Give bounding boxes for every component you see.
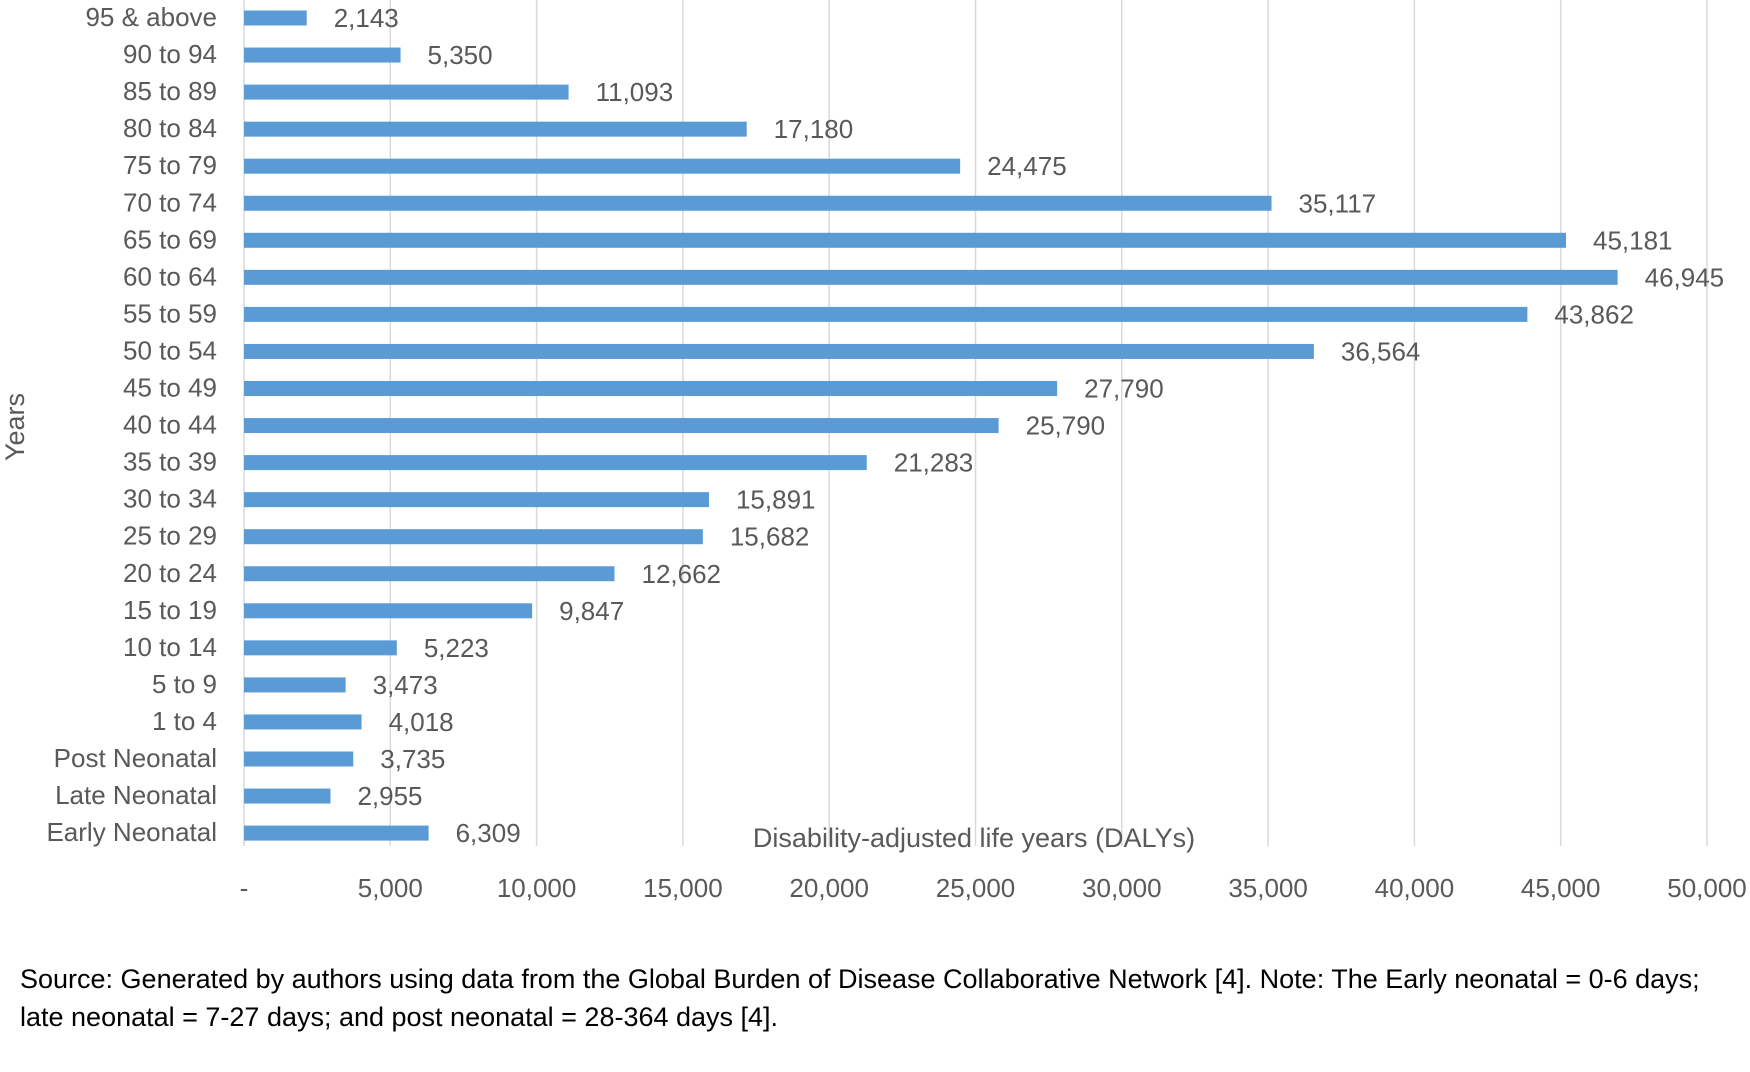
bar bbox=[244, 529, 703, 545]
category-label: 75 to 79 bbox=[123, 150, 217, 180]
bar bbox=[244, 158, 961, 174]
bar bbox=[244, 47, 401, 63]
data-label: 36,564 bbox=[1341, 336, 1421, 366]
category-label: 45 to 49 bbox=[123, 373, 217, 403]
bars bbox=[244, 10, 1618, 841]
bar bbox=[244, 232, 1566, 248]
x-tick-label: 5,000 bbox=[358, 873, 423, 903]
x-tick-label: 10,000 bbox=[497, 873, 577, 903]
data-label: 3,473 bbox=[373, 670, 438, 700]
category-label: 10 to 14 bbox=[123, 632, 217, 662]
category-label: 85 to 89 bbox=[123, 76, 217, 106]
bar bbox=[244, 195, 1272, 211]
bar bbox=[244, 455, 867, 471]
category-label: 60 to 64 bbox=[123, 261, 217, 291]
data-label: 6,309 bbox=[456, 818, 521, 848]
data-label: 21,283 bbox=[894, 448, 974, 478]
category-axis-labels: 95 & above 90 to 94 85 to 89 80 to 84 75 to … bbox=[46, 2, 217, 847]
bar bbox=[244, 640, 397, 656]
x-tick-label: 25,000 bbox=[936, 873, 1016, 903]
data-label: 35,117 bbox=[1299, 188, 1377, 218]
category-label: 40 to 44 bbox=[123, 410, 217, 440]
category-label: 35 to 39 bbox=[123, 447, 217, 477]
data-label: 27,790 bbox=[1084, 374, 1164, 404]
bar bbox=[244, 714, 362, 730]
x-tick-label: 40,000 bbox=[1375, 873, 1455, 903]
data-label: 2,143 bbox=[334, 3, 399, 33]
data-label: 4,018 bbox=[389, 707, 454, 737]
x-axis-title: Disability-adjusted life years (DALYs) bbox=[753, 823, 1195, 853]
bar bbox=[244, 566, 615, 582]
bar bbox=[244, 603, 533, 619]
x-tick-label: 50,000 bbox=[1667, 873, 1747, 903]
x-tick-label: 30,000 bbox=[1082, 873, 1162, 903]
bar bbox=[244, 751, 354, 767]
category-label: 80 to 84 bbox=[123, 113, 217, 143]
bar bbox=[244, 677, 346, 693]
y-axis-title: Years bbox=[0, 393, 30, 461]
bar bbox=[244, 788, 331, 804]
bar bbox=[244, 269, 1618, 285]
data-label: 24,475 bbox=[987, 151, 1067, 181]
data-label: 5,223 bbox=[424, 633, 489, 663]
data-label: 45,181 bbox=[1593, 225, 1673, 255]
category-label: 15 to 19 bbox=[123, 595, 217, 625]
category-label: 20 to 24 bbox=[123, 558, 217, 588]
bar bbox=[244, 84, 569, 100]
category-label: 25 to 29 bbox=[123, 521, 217, 551]
x-tick-label: 15,000 bbox=[643, 873, 723, 903]
bar bbox=[244, 121, 747, 137]
category-label: Late Neonatal bbox=[55, 780, 217, 810]
bar bbox=[244, 381, 1058, 396]
data-label: 3,735 bbox=[380, 744, 445, 774]
source-note: Source: Generated by authors using data … bbox=[20, 964, 1700, 1032]
dalys-bar-chart: 2,143 5,350 11,093 17,180 24,475 35,117 45,181… bbox=[0, 0, 1747, 903]
category-label: 1 to 4 bbox=[152, 706, 217, 736]
bar bbox=[244, 825, 429, 841]
bar bbox=[244, 418, 999, 434]
data-label: 11,093 bbox=[596, 77, 674, 107]
data-label: 9,847 bbox=[559, 596, 624, 626]
bar bbox=[244, 10, 307, 26]
bar bbox=[244, 306, 1528, 322]
category-label: 50 to 54 bbox=[123, 335, 217, 365]
data-label: 15,682 bbox=[730, 522, 810, 552]
category-label: 30 to 34 bbox=[123, 484, 217, 514]
value-axis-tick-labels: - 5,000 10,000 15,000 20,000 25,000 30,000 35,0… bbox=[240, 873, 1747, 903]
x-tick-label: 45,000 bbox=[1521, 873, 1601, 903]
category-label: 70 to 74 bbox=[123, 187, 217, 217]
category-label: 65 to 69 bbox=[123, 224, 217, 254]
data-label: 46,945 bbox=[1645, 262, 1725, 292]
x-tick-label: 20,000 bbox=[789, 873, 869, 903]
data-label: 12,662 bbox=[641, 559, 721, 589]
data-label: 2,955 bbox=[357, 781, 422, 811]
data-label: 17,180 bbox=[774, 114, 854, 144]
bar bbox=[244, 492, 709, 508]
category-label: 5 to 9 bbox=[152, 669, 217, 699]
data-labels: 2,143 5,350 11,093 17,180 24,475 35,117 45,181… bbox=[334, 3, 1724, 848]
category-label: 95 & above bbox=[85, 2, 217, 32]
category-label: Early Neonatal bbox=[46, 817, 217, 847]
category-label: Post Neonatal bbox=[54, 743, 217, 773]
category-label: 90 to 94 bbox=[123, 39, 217, 69]
x-tick-label: - bbox=[240, 873, 249, 903]
data-label: 15,891 bbox=[736, 485, 816, 515]
category-label: 55 to 59 bbox=[123, 298, 217, 328]
x-tick-label: 35,000 bbox=[1228, 873, 1308, 903]
data-label: 43,862 bbox=[1554, 299, 1634, 329]
data-label: 25,790 bbox=[1026, 411, 1106, 441]
bar bbox=[244, 343, 1314, 359]
data-label: 5,350 bbox=[428, 40, 493, 70]
